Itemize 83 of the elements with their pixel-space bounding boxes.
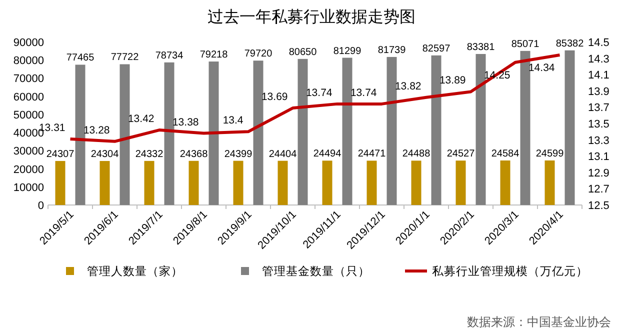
y2-tick-label: 13.1: [588, 151, 610, 164]
y2-tick-label: 13.5: [588, 118, 610, 130]
y2-tick-label: 13.9: [588, 86, 610, 98]
data-label: 13.74: [350, 86, 377, 99]
y-tick-label: 20000: [13, 164, 44, 176]
y-tick-label: 50000: [13, 109, 44, 122]
data-label: 24488: [402, 148, 431, 160]
data-label: 81739: [378, 44, 406, 56]
y-tick-label: 0: [38, 200, 44, 212]
bar: [144, 160, 154, 205]
bar: [188, 160, 199, 205]
y2-tick-label: 14.5: [588, 37, 610, 49]
y2-tick-label: 12.7: [588, 184, 610, 196]
data-label: 24399: [224, 148, 253, 160]
y-tick-label: 70000: [13, 73, 44, 86]
data-label: 78734: [155, 50, 184, 62]
bar: [431, 55, 442, 205]
data-label: 77722: [110, 52, 140, 64]
data-label: 83381: [466, 42, 496, 53]
data-label: 13.28: [83, 124, 110, 136]
y-tick-label: 10000: [13, 182, 44, 194]
bar: [278, 160, 288, 205]
bar: [476, 54, 486, 205]
data-label: 24304: [90, 148, 120, 160]
legend-label: 管理基金数量（只）: [262, 265, 370, 278]
source-note: 数据来源：中国基金业协会: [467, 315, 611, 329]
legend-label: 私募行业管理规模（万亿元）: [432, 265, 588, 278]
bar: [411, 160, 422, 205]
data-label: 13.4: [222, 114, 244, 127]
data-label: 79720: [244, 48, 273, 60]
bar: [544, 160, 555, 205]
data-label: 85071: [511, 38, 540, 50]
data-label: 24404: [268, 148, 298, 160]
data-label: 82597: [422, 43, 451, 54]
data-label: 24527: [446, 148, 476, 160]
y-tick-label: 90000: [13, 37, 44, 49]
y2-tick-label: 13.7: [588, 102, 610, 114]
data-label: 24599: [536, 148, 564, 160]
data-label: 24307: [46, 148, 75, 160]
bar: [366, 160, 377, 205]
bar: [500, 160, 510, 205]
bar: [564, 50, 575, 205]
data-label: 24494: [313, 148, 342, 160]
bar: [386, 56, 397, 205]
data-label: 13.89: [439, 74, 466, 87]
data-label: 80650: [288, 46, 318, 58]
y2-tick-label: 14.1: [588, 70, 610, 82]
data-label: 13.38: [172, 116, 199, 128]
bar: [208, 62, 219, 205]
bar: [233, 160, 244, 205]
data-label: 13.42: [128, 113, 154, 126]
bar: [75, 64, 86, 205]
data-label: 24584: [491, 148, 520, 160]
y2-tick-label: 12.9: [588, 167, 610, 180]
bar: [298, 58, 308, 205]
bar: [253, 60, 264, 205]
data-label: 81299: [333, 46, 362, 57]
data-label: 13.82: [394, 80, 422, 92]
bar: [456, 160, 466, 205]
data-label: 24368: [180, 148, 208, 160]
y2-tick-label: 13.3: [588, 134, 610, 147]
data-label: 77465: [66, 52, 95, 64]
bar: [120, 64, 130, 205]
bar: [164, 62, 174, 205]
bar: [342, 58, 352, 205]
data-label: 13.69: [261, 91, 288, 104]
y-tick-label: 80000: [13, 55, 44, 68]
bar: [55, 160, 66, 205]
chart-title: 过去一年私募行业数据走势图: [208, 8, 416, 26]
data-label: 13.74: [306, 86, 332, 99]
legend-label: 管理人数量（家）: [87, 264, 183, 278]
data-label: 14.34: [528, 62, 555, 74]
data-label: 24471: [358, 148, 386, 160]
bar: [322, 160, 332, 205]
data-label: 85382: [556, 38, 584, 50]
bar: [520, 50, 530, 205]
data-label: 79218: [200, 50, 228, 61]
y-tick-label: 60000: [13, 91, 44, 104]
bar: [100, 160, 110, 205]
data-label: 24332: [135, 148, 164, 160]
y2-tick-label: 12.5: [588, 200, 610, 212]
y-tick-label: 30000: [13, 146, 44, 158]
y2-tick-label: 14.3: [588, 53, 610, 66]
